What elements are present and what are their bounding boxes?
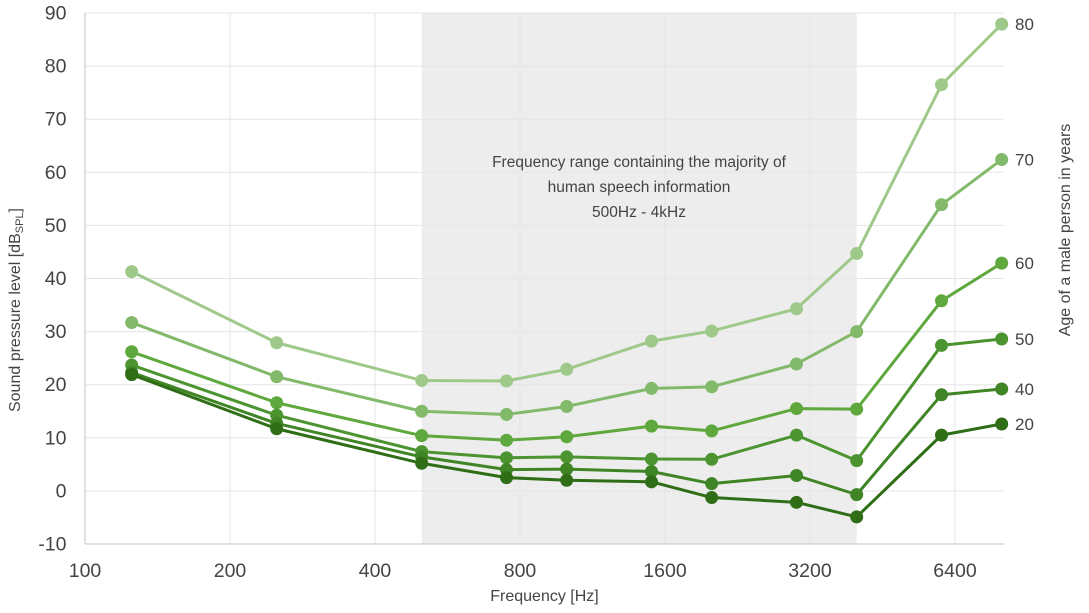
svg-text:60: 60 (1015, 254, 1034, 273)
svg-text:1600: 1600 (643, 560, 687, 582)
svg-text:Age of a male person in years: Age of a male person in years (1057, 124, 1074, 337)
svg-text:200: 200 (214, 560, 247, 582)
svg-text:Sound pressure level [dBSPL]: Sound pressure level [dBSPL] (7, 208, 26, 412)
svg-text:human speech information: human speech information (548, 179, 731, 196)
svg-text:70: 70 (45, 109, 67, 131)
svg-text:70: 70 (1015, 151, 1034, 170)
svg-text:60: 60 (45, 162, 67, 184)
svg-text:500Hz - 4kHz: 500Hz - 4kHz (592, 204, 686, 221)
svg-text:40: 40 (45, 268, 67, 290)
svg-text:50: 50 (1015, 330, 1034, 349)
svg-text:100: 100 (69, 560, 102, 582)
svg-text:6400: 6400 (933, 560, 977, 582)
svg-text:400: 400 (359, 560, 392, 582)
svg-text:20: 20 (1015, 415, 1034, 434)
svg-text:3200: 3200 (788, 560, 832, 582)
svg-text:-10: -10 (38, 534, 66, 556)
svg-text:Frequency range containing the: Frequency range containing the majority … (492, 154, 786, 171)
svg-text:30: 30 (45, 321, 67, 343)
svg-text:10: 10 (45, 427, 67, 449)
svg-text:80: 80 (45, 56, 67, 78)
svg-text:0: 0 (56, 480, 67, 502)
svg-text:40: 40 (1015, 380, 1034, 399)
svg-text:80: 80 (1015, 15, 1034, 34)
svg-text:800: 800 (504, 560, 537, 582)
svg-text:20: 20 (45, 374, 67, 396)
svg-text:50: 50 (45, 215, 67, 237)
svg-text:Frequency [Hz]: Frequency [Hz] (490, 588, 598, 605)
svg-text:90: 90 (45, 3, 67, 25)
